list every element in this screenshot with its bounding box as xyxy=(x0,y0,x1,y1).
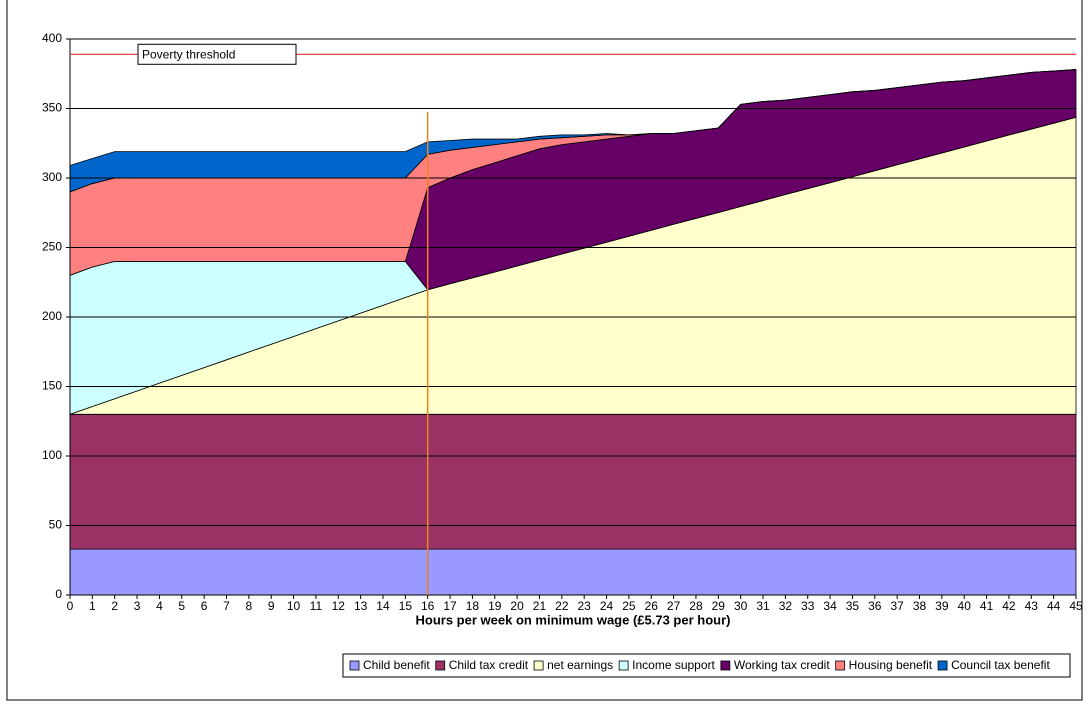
legend-swatch xyxy=(835,660,846,671)
y-tick-label: 400 xyxy=(42,31,62,45)
x-tick-label: 40 xyxy=(958,599,972,613)
threshold-label-box xyxy=(137,43,297,65)
area xyxy=(69,413,1077,550)
x-tick-label: 37 xyxy=(890,599,904,613)
y-tick-label: 200 xyxy=(42,309,62,323)
x-tick-label: 13 xyxy=(354,599,368,613)
x-tick-label: 35 xyxy=(846,599,860,613)
y-tick-label: 100 xyxy=(42,448,62,462)
x-tick-label: 7 xyxy=(223,599,230,613)
x-tick-label: 32 xyxy=(779,599,793,613)
x-tick-label: 21 xyxy=(533,599,547,613)
x-tick-label: 12 xyxy=(332,599,346,613)
legend-label: Child tax credit xyxy=(449,658,529,672)
x-tick-label: 25 xyxy=(622,599,636,613)
x-tick-label: 39 xyxy=(935,599,949,613)
y-tick-label: 0 xyxy=(55,587,62,601)
x-tick-label: 3 xyxy=(134,599,141,613)
y-tick-label: 350 xyxy=(42,101,62,115)
x-tick-label: 4 xyxy=(156,599,163,613)
x-tick-label: 30 xyxy=(734,599,748,613)
x-tick-label: 45 xyxy=(1069,599,1083,613)
legend-label: net earnings xyxy=(547,658,613,672)
legend-swatch xyxy=(533,660,544,671)
x-tick-label: 28 xyxy=(689,599,703,613)
x-tick-label: 44 xyxy=(1047,599,1061,613)
x-tick-label: 6 xyxy=(201,599,208,613)
x-tick-label: 27 xyxy=(667,599,681,613)
x-tick-label: 43 xyxy=(1025,599,1039,613)
x-tick-label: 34 xyxy=(823,599,837,613)
x-tick-label: 22 xyxy=(555,599,569,613)
legend-swatch xyxy=(720,660,731,671)
x-tick-label: 38 xyxy=(913,599,927,613)
x-tick-label: 0 xyxy=(67,599,74,613)
legend-swatch xyxy=(937,660,948,671)
x-tick-label: 24 xyxy=(600,599,614,613)
legend-label: Housing benefit xyxy=(849,658,933,672)
x-tick-label: 23 xyxy=(577,599,591,613)
x-tick-label: 2 xyxy=(111,599,118,613)
x-tick-label: 1 xyxy=(89,599,96,613)
x-tick-label: 17 xyxy=(443,599,457,613)
legend-label: Council tax benefit xyxy=(951,658,1050,672)
x-tick-label: 36 xyxy=(868,599,882,613)
legend-label: Working tax credit xyxy=(734,658,830,672)
x-axis-title: Hours per week on minimum wage (£5.73 pe… xyxy=(416,612,731,627)
x-tick-label: 42 xyxy=(1002,599,1016,613)
x-tick-label: 29 xyxy=(712,599,726,613)
area xyxy=(69,548,1077,596)
legend-label: Child benefit xyxy=(363,658,430,672)
x-tick-label: 9 xyxy=(268,599,275,613)
x-tick-label: 14 xyxy=(376,599,390,613)
x-tick-label: 8 xyxy=(246,599,253,613)
legend-label: Income support xyxy=(632,658,715,672)
legend xyxy=(342,653,1071,678)
x-tick-label: 5 xyxy=(178,599,185,613)
x-tick-label: 31 xyxy=(756,599,770,613)
y-tick-label: 50 xyxy=(49,518,63,532)
x-tick-label: 19 xyxy=(488,599,502,613)
x-tick-label: 16 xyxy=(421,599,435,613)
x-tick-label: 18 xyxy=(466,599,480,613)
x-tick-label: 33 xyxy=(801,599,815,613)
x-tick-label: 20 xyxy=(510,599,524,613)
x-tick-label: 10 xyxy=(287,599,301,613)
x-tick-label: 41 xyxy=(980,599,994,613)
x-tick-label: 15 xyxy=(399,599,413,613)
y-tick-label: 300 xyxy=(42,170,62,184)
y-tick-label: 250 xyxy=(42,240,62,254)
legend-swatch xyxy=(618,660,629,671)
x-tick-label: 26 xyxy=(645,599,659,613)
legend-swatch xyxy=(435,660,446,671)
threshold-label: Poverty threshold xyxy=(142,47,235,61)
legend-swatch xyxy=(349,660,360,671)
x-tick-label: 11 xyxy=(310,599,323,613)
y-tick-label: 150 xyxy=(42,379,62,393)
